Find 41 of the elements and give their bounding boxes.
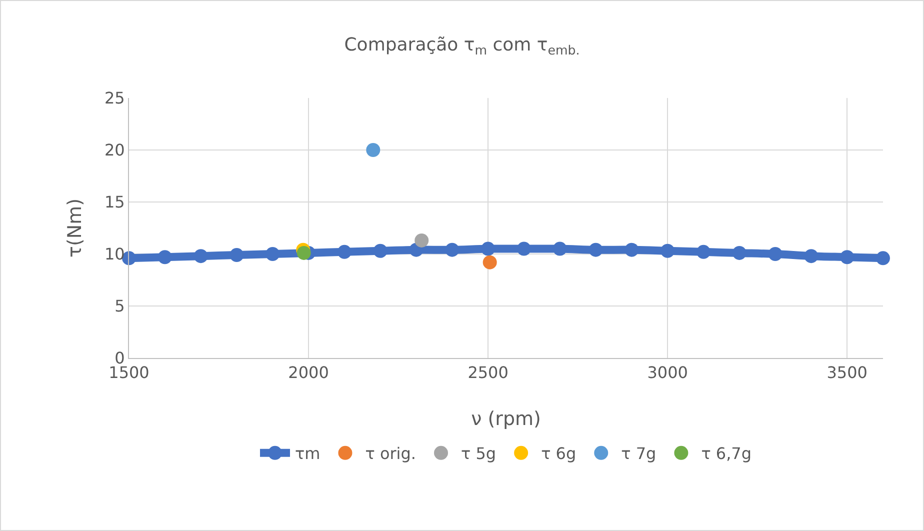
point (840, 250, 854, 264)
x-tick-label: 2500 (468, 363, 508, 382)
point (414, 233, 429, 248)
point (516, 242, 531, 256)
point (552, 242, 567, 256)
point (732, 246, 746, 260)
point (588, 242, 603, 257)
x-tick-label: 3000 (647, 363, 688, 382)
point (337, 244, 352, 259)
point (296, 246, 311, 260)
point (660, 244, 675, 258)
x-tick-label: 2000 (288, 363, 329, 382)
point (876, 251, 890, 266)
point (373, 244, 388, 258)
point (445, 242, 460, 257)
y-tick-label: 25 (104, 88, 125, 108)
point (266, 247, 280, 261)
point (696, 244, 710, 259)
y-tick-label: 5 (114, 296, 125, 316)
x-tick-label: 3500 (826, 363, 868, 382)
point (624, 242, 639, 257)
y-tick-label: 10 (104, 244, 125, 264)
legend-label: τ 6g (541, 444, 576, 464)
point (482, 255, 497, 270)
point (366, 143, 380, 157)
chart-title: Comparação τ$_{m}$ com τ$_{emb.}$ (344, 34, 580, 58)
legend-label: τ orig. (365, 444, 416, 464)
legend-label: τ 5g (461, 444, 496, 464)
legend-label: τ 7g (621, 444, 656, 464)
point (230, 248, 244, 262)
y-tick-label: 15 (104, 192, 125, 212)
point (481, 242, 496, 256)
y-axis-title: τ(Nm) (64, 198, 86, 258)
legend-label: τm (295, 444, 320, 464)
point (768, 247, 782, 261)
point (158, 250, 172, 264)
legend-label: τ 6,7g (701, 444, 752, 464)
y-tick-label: 20 (104, 140, 125, 160)
x-axis-title: ν (rpm) (471, 408, 541, 430)
point (804, 249, 818, 264)
point (194, 249, 208, 264)
